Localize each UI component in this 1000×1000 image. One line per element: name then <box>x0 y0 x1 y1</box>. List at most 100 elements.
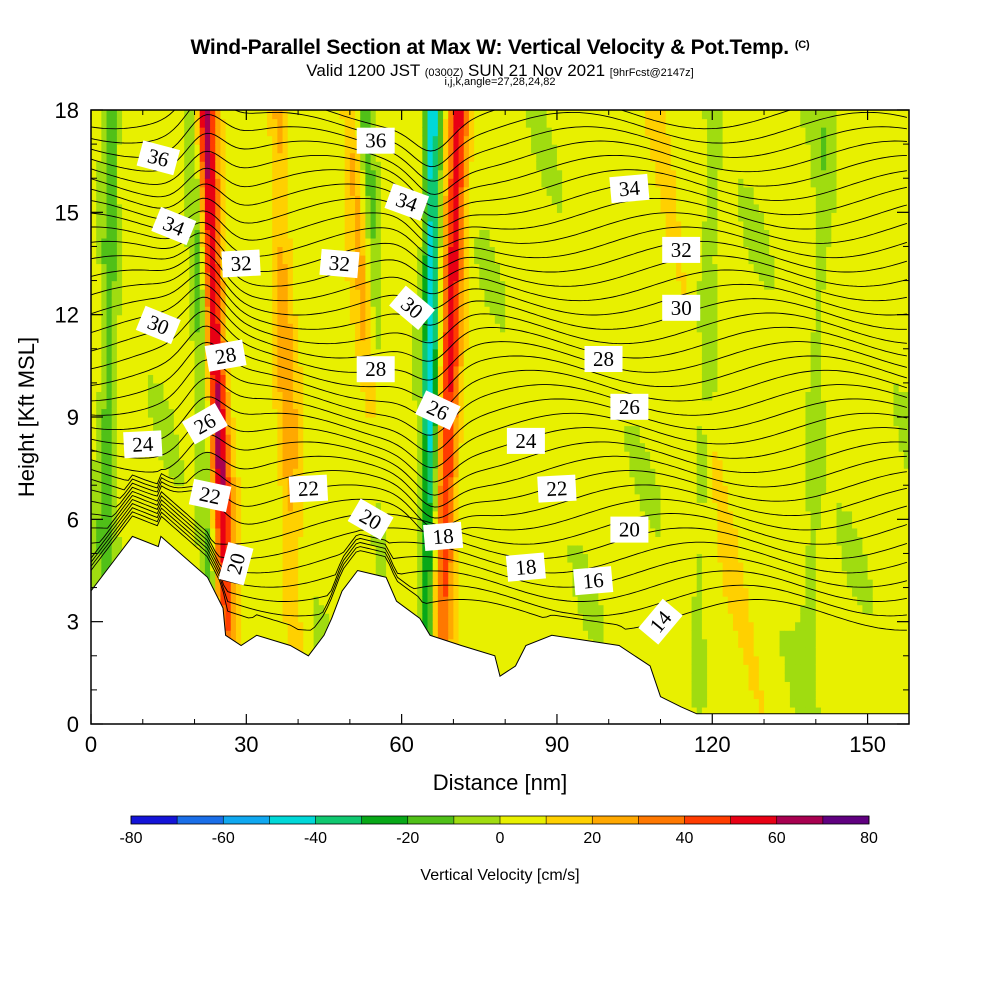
field-cell <box>371 212 377 221</box>
field-cell <box>226 221 232 230</box>
field-cell <box>324 562 330 571</box>
field-cell <box>267 528 273 537</box>
field-cell <box>262 434 268 443</box>
field-cell <box>184 340 190 349</box>
field-cell <box>433 204 439 213</box>
field-cell <box>226 229 232 238</box>
field-cell <box>246 426 252 435</box>
field-cell <box>402 323 408 332</box>
field-cell <box>195 127 201 136</box>
field-cell <box>200 153 206 162</box>
field-cell <box>345 408 351 417</box>
field-cell <box>163 255 169 264</box>
field-cell <box>96 332 102 341</box>
field-cell <box>200 349 206 358</box>
field-cell <box>329 545 335 554</box>
field-cell <box>298 451 304 460</box>
field-cell <box>298 272 304 281</box>
field-cell <box>376 212 382 221</box>
field-cell <box>402 536 408 545</box>
field-cell <box>91 187 97 196</box>
field-cell <box>391 400 397 409</box>
field-cell <box>433 238 439 247</box>
field-cell <box>396 545 402 554</box>
field-cell <box>324 434 330 443</box>
field-cell <box>386 383 392 392</box>
field-cell <box>329 204 335 213</box>
field-cell <box>334 485 340 494</box>
field-cell <box>283 255 289 264</box>
field-cell <box>200 511 206 520</box>
field-cell <box>143 127 149 136</box>
field-cell <box>428 357 434 366</box>
field-cell <box>91 170 97 179</box>
field-cell <box>169 119 175 128</box>
field-cell <box>288 408 294 417</box>
field-cell <box>210 460 216 469</box>
field-cell <box>153 187 159 196</box>
field-cell <box>138 400 144 409</box>
field-cell <box>91 340 97 349</box>
field-cell <box>443 204 449 213</box>
field-cell <box>402 366 408 375</box>
field-cell <box>91 426 97 435</box>
field-cell <box>448 613 454 622</box>
field-cell <box>251 528 257 537</box>
field-cell <box>169 366 175 375</box>
field-cell <box>132 212 138 221</box>
field-cell <box>308 460 314 469</box>
field-cell <box>428 349 434 358</box>
field-cell <box>391 272 397 281</box>
field-cell <box>340 306 346 315</box>
field-cell <box>376 221 382 230</box>
field-cell <box>251 468 257 477</box>
field-cell <box>153 417 159 426</box>
field-cell <box>329 468 335 477</box>
field-cell <box>200 212 206 221</box>
field-cell <box>117 119 123 128</box>
field-cell <box>143 229 149 238</box>
field-cell <box>251 622 257 631</box>
field-cell <box>205 170 211 179</box>
field-cell <box>308 178 314 187</box>
field-cell <box>428 443 434 452</box>
field-cell <box>402 494 408 503</box>
field-cell <box>127 417 133 426</box>
field-cell <box>402 460 408 469</box>
field-cell <box>422 460 428 469</box>
field-cell <box>319 451 325 460</box>
field-cell <box>293 212 299 221</box>
field-cell <box>210 511 216 520</box>
field-cell <box>267 434 273 443</box>
field-cell <box>340 178 346 187</box>
field-cell <box>153 468 159 477</box>
field-cell <box>433 511 439 520</box>
field-cell <box>148 391 154 400</box>
field-cell <box>96 562 102 571</box>
field-cell <box>283 195 289 204</box>
field-cell <box>267 383 273 392</box>
field-cell <box>324 391 330 400</box>
field-cell <box>179 485 185 494</box>
field-cell <box>112 144 118 153</box>
field-cell <box>438 119 444 128</box>
field-cell <box>112 272 118 281</box>
field-cell <box>350 443 356 452</box>
field-cell <box>112 332 118 341</box>
field-cell <box>438 281 444 290</box>
field-cell <box>226 434 232 443</box>
field-cell <box>241 391 247 400</box>
field-cell <box>236 434 242 443</box>
field-cell <box>174 306 180 315</box>
field-cell <box>231 426 237 435</box>
field-cell <box>365 323 371 332</box>
field-cell <box>283 485 289 494</box>
field-cell <box>340 170 346 179</box>
field-cell <box>293 579 299 588</box>
field-cell <box>132 340 138 349</box>
field-cell <box>360 545 366 554</box>
field-cell <box>251 571 257 580</box>
field-cell <box>433 562 439 571</box>
field-cell <box>200 366 206 375</box>
field-cell <box>303 289 309 298</box>
